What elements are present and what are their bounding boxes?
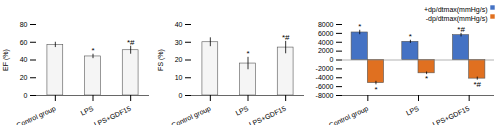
svg-text:Control group: Control group	[170, 105, 212, 125]
svg-text:80: 80	[20, 21, 28, 28]
svg-text:*#: *#	[473, 80, 481, 89]
svg-text:*: *	[409, 32, 412, 41]
svg-text:*#: *#	[282, 33, 290, 42]
svg-text:*: *	[246, 49, 249, 58]
svg-text:-2000: -2000	[316, 65, 334, 72]
svg-text:*#: *#	[457, 25, 465, 34]
svg-text:EF (%): EF (%)	[2, 49, 10, 71]
svg-text:*#: *#	[127, 38, 135, 47]
svg-text:-dp/dtmax(mmHg/s): -dp/dtmax(mmHg/s)	[426, 15, 488, 23]
svg-text:*: *	[425, 74, 428, 83]
svg-text:2000: 2000	[318, 47, 334, 54]
svg-text:+dp/dtmax(mmHg/s): +dp/dtmax(mmHg/s)	[424, 6, 488, 14]
svg-text:LPS: LPS	[79, 105, 94, 117]
svg-text:20: 20	[20, 74, 28, 81]
svg-text:*: *	[91, 46, 94, 55]
svg-text:60: 60	[20, 38, 28, 45]
svg-text:0: 0	[179, 92, 183, 99]
svg-text:0: 0	[24, 92, 28, 99]
svg-text:10: 10	[175, 74, 183, 81]
svg-text:40: 40	[20, 56, 28, 63]
svg-text:Control group: Control group	[15, 105, 57, 125]
svg-text:FS (%): FS (%)	[157, 49, 165, 71]
svg-text:6000: 6000	[318, 30, 334, 37]
svg-text:Control group: Control group	[328, 105, 370, 125]
svg-text:LPS+GDF15: LPS+GDF15	[93, 105, 132, 125]
svg-text:LPS: LPS	[405, 105, 420, 117]
svg-text:LPS+GDF15: LPS+GDF15	[431, 105, 470, 125]
svg-text:*: *	[374, 85, 377, 94]
svg-text:40: 40	[175, 21, 183, 28]
svg-text:*: *	[358, 22, 361, 31]
svg-text:8000: 8000	[318, 21, 334, 28]
svg-text:LPS+GDF15: LPS+GDF15	[248, 105, 287, 125]
svg-text:4000: 4000	[318, 38, 334, 45]
svg-text:-6000: -6000	[316, 83, 334, 90]
svg-text:-4000: -4000	[316, 74, 334, 81]
svg-text:LPS: LPS	[234, 105, 249, 117]
svg-text:20: 20	[175, 56, 183, 63]
svg-text:30: 30	[175, 38, 183, 45]
svg-text:0: 0	[330, 56, 334, 63]
svg-text:-8000: -8000	[316, 92, 334, 99]
